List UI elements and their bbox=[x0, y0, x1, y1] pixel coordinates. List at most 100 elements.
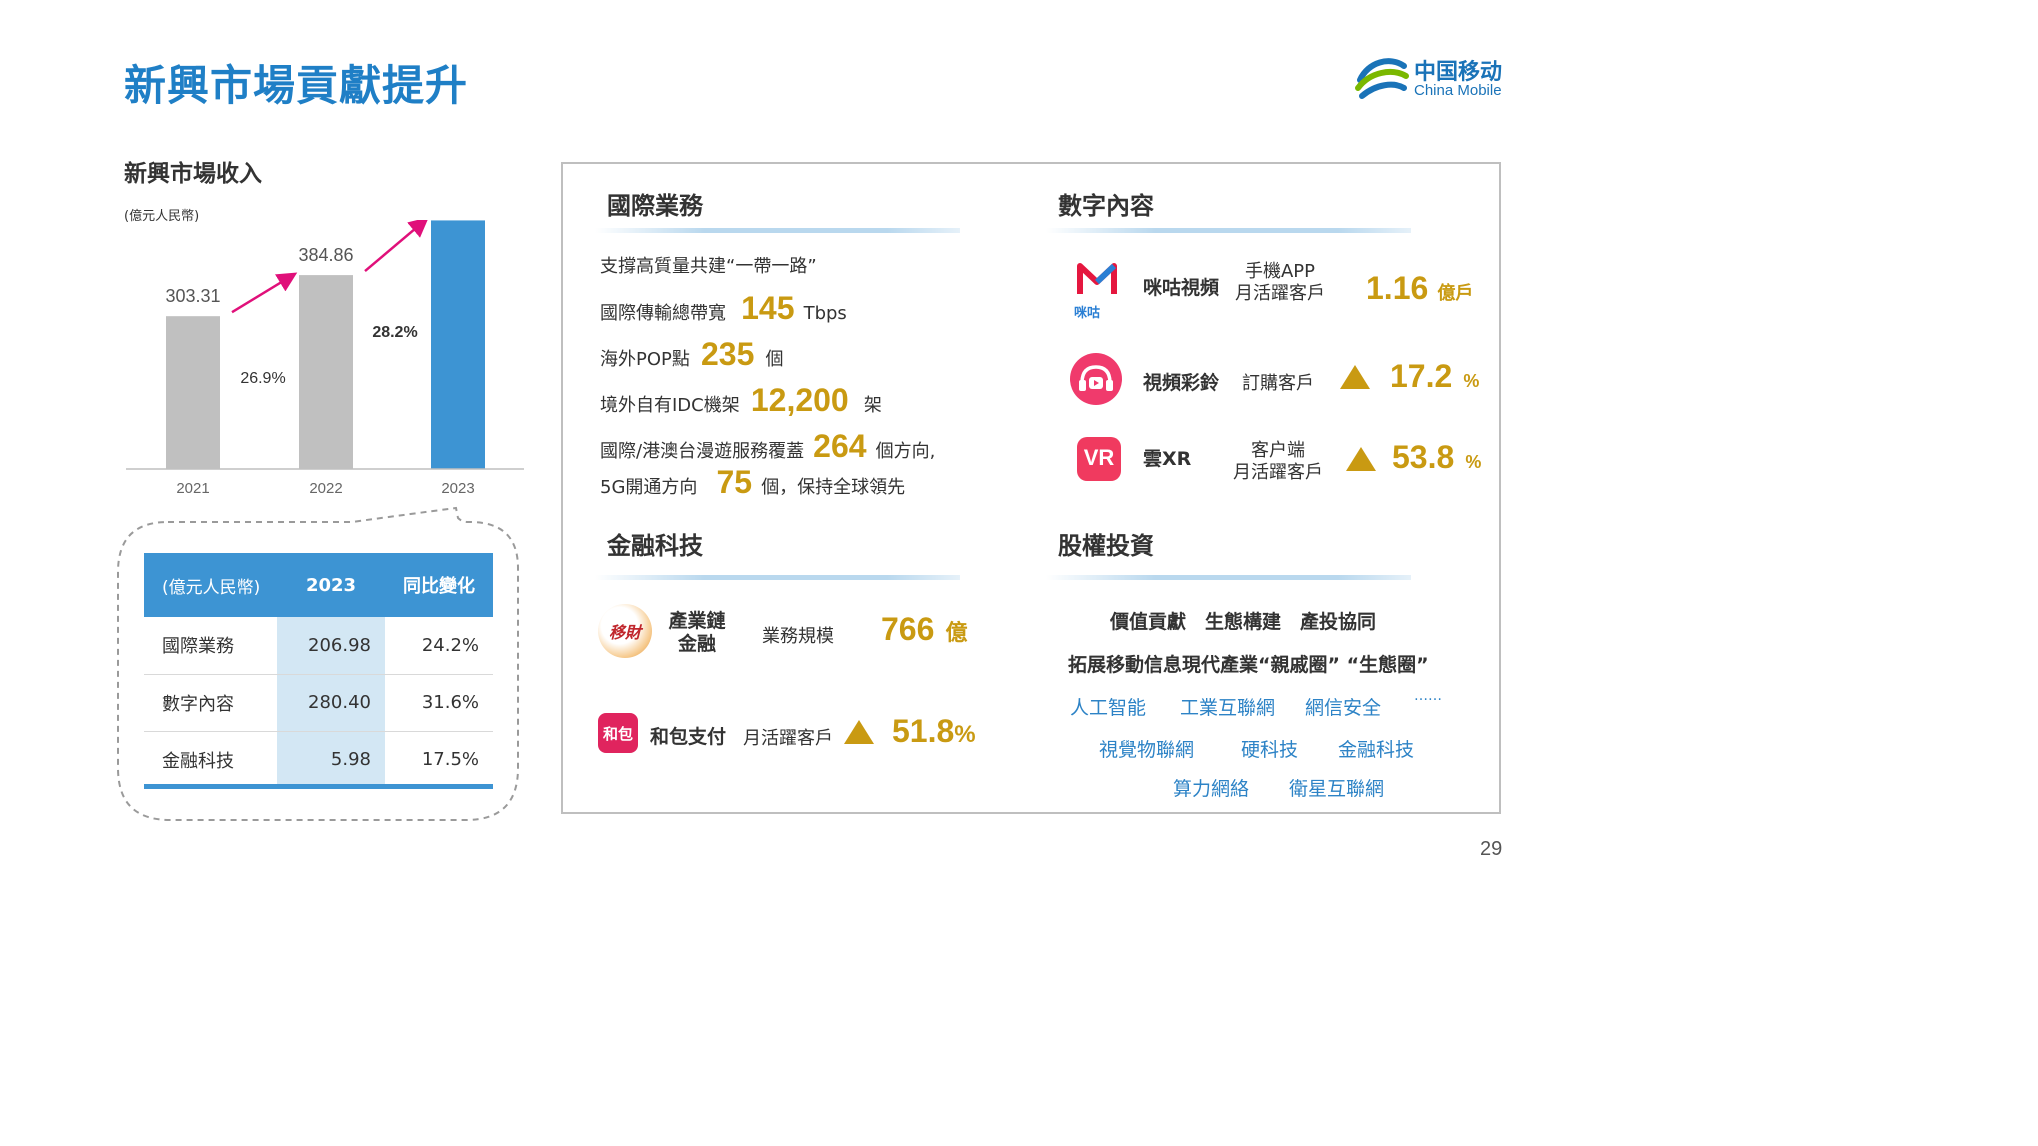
x-tick-label: 2023 bbox=[441, 480, 474, 497]
intl-pop-row: 海外POP點 235 個 bbox=[600, 336, 783, 373]
cloud-xr-logo: VR bbox=[1077, 437, 1121, 481]
cloud-xr-value: 53.8 bbox=[1392, 439, 1455, 475]
cloud-xr-logo-text: VR bbox=[1083, 445, 1115, 470]
china-mobile-logo: 中国移动 China Mobile bbox=[1354, 50, 1514, 106]
equity-tag: 視覺物聯網 bbox=[1099, 739, 1195, 761]
intl-5g-label: 5G開通方向 bbox=[600, 477, 698, 498]
intl-bandwidth-label: 國際傳輸總帶寬 bbox=[600, 303, 726, 324]
chart-unit: (億元人民幣) bbox=[124, 209, 200, 224]
intl-5g-unit: 個，保持全球領先 bbox=[761, 477, 906, 498]
growth-arrow bbox=[231, 272, 298, 314]
equity-tag-ellipsis: …… bbox=[1414, 688, 1442, 704]
bar-value-label: 303.31 bbox=[165, 286, 220, 306]
intl-roaming-row: 國際/港澳台漫遊服務覆蓋 264 個方向, bbox=[600, 428, 935, 465]
china-mobile-swirl-icon bbox=[1355, 58, 1409, 99]
supply-chain-finance-value-group: 766 億 bbox=[881, 611, 968, 648]
fintech-section-rule bbox=[595, 575, 960, 580]
emerging-markets-panel bbox=[561, 162, 1501, 814]
bar-2022 bbox=[299, 275, 353, 469]
migu-logo-text: 咪咕 bbox=[1074, 306, 1101, 321]
migu-m-icon bbox=[1077, 263, 1117, 294]
intl-bandwidth-value: 145 bbox=[741, 290, 795, 326]
intl-5g-value: 75 bbox=[716, 464, 753, 500]
headphone-play-icon bbox=[1079, 365, 1113, 391]
logo-text-en: China Mobile bbox=[1414, 82, 1502, 99]
equity-section-title: 股權投資 bbox=[1058, 532, 1154, 560]
migu-logo: 咪咕 bbox=[1072, 262, 1122, 322]
migu-metric-line2: 月活躍客戶 bbox=[1235, 283, 1325, 304]
row-name: 數字內容 bbox=[144, 674, 277, 732]
equity-section-rule bbox=[1046, 575, 1411, 580]
digital-section-rule bbox=[1046, 228, 1411, 233]
chart-title: 新興市場收入 bbox=[124, 161, 262, 187]
intl-roaming-label: 國際/港澳台漫遊服務覆蓋 bbox=[600, 441, 805, 462]
intl-roaming-value: 264 bbox=[813, 428, 867, 464]
growth-arrow bbox=[364, 220, 429, 273]
intl-idc-label: 境外自有IDC機架 bbox=[600, 395, 740, 416]
row-value: 280.40 bbox=[277, 674, 385, 732]
bar-value-label: 384.86 bbox=[298, 245, 353, 265]
equity-tag: 衛星互聯網 bbox=[1289, 778, 1385, 800]
x-tick-label: 2022 bbox=[309, 480, 342, 497]
intl-roaming-unit: 個方向, bbox=[875, 441, 936, 462]
supply-chain-finance-name: 產業鏈 金融 bbox=[664, 610, 730, 656]
row-name: 國際業務 bbox=[144, 617, 277, 675]
supply-chain-finance-logo-text: 移財 bbox=[608, 623, 641, 642]
intl-5g-row: 5G開通方向 75 個，保持全球領先 bbox=[600, 464, 905, 501]
video-ringtone-name: 視頻彩鈴 bbox=[1143, 372, 1220, 394]
table-header-year: 2023 bbox=[277, 553, 385, 617]
cloud-xr-metric-line1: 客户端 bbox=[1251, 440, 1305, 461]
supply-chain-finance-name-line1: 產業鏈 bbox=[668, 610, 726, 632]
intl-idc-row: 境外自有IDC機架 12,200 架 bbox=[600, 382, 882, 419]
up-triangle-icon bbox=[1340, 365, 1370, 389]
page-number: 29 bbox=[1480, 838, 1503, 860]
supply-chain-finance-metric: 業務規模 bbox=[762, 626, 834, 647]
table-header-row: (億元人民幣) 2023 同比變化 bbox=[144, 553, 493, 617]
video-ringtone-value: 17.2 bbox=[1390, 358, 1453, 394]
supply-chain-finance-name-line2: 金融 bbox=[677, 633, 716, 655]
page-title: 新興市場貢獻提升 bbox=[124, 61, 469, 110]
intl-pop-label: 海外POP點 bbox=[600, 349, 690, 370]
hebao-logo: 和包 bbox=[598, 713, 638, 753]
up-triangle-icon bbox=[844, 720, 874, 744]
logo-text-cn: 中国移动 bbox=[1414, 60, 1503, 85]
equity-tag: 算力網絡 bbox=[1173, 778, 1250, 800]
intl-pop-value: 235 bbox=[700, 336, 755, 372]
cloud-xr-metric: 客户端 月活躍客戶 bbox=[1226, 440, 1330, 484]
bar-2023 bbox=[431, 220, 485, 469]
row-value: 5.98 bbox=[277, 731, 385, 789]
equity-tag: 人工智能 bbox=[1070, 697, 1147, 719]
equity-line2: 拓展移動信息現代產業“親戚圈” “生態圈” bbox=[1068, 654, 1429, 676]
intl-section-title: 國際業務 bbox=[607, 192, 703, 220]
intl-bandwidth-unit: Tbps bbox=[803, 303, 847, 324]
table-row: 數字內容 280.40 31.6% bbox=[144, 674, 493, 732]
row-change: 17.5% bbox=[385, 731, 493, 789]
bar-2021 bbox=[166, 316, 220, 469]
video-ringtone-logo bbox=[1070, 353, 1122, 405]
supply-chain-finance-unit: 億 bbox=[945, 620, 968, 645]
hebao-unit: % bbox=[954, 721, 976, 748]
cloud-xr-unit: % bbox=[1465, 452, 1482, 472]
up-triangle-icon bbox=[1346, 447, 1376, 471]
table-header-unit: (億元人民幣) bbox=[144, 553, 277, 617]
migu-unit: 億戶 bbox=[1437, 283, 1474, 303]
migu-name: 咪咕視頻 bbox=[1143, 277, 1220, 299]
migu-value: 1.16 bbox=[1366, 270, 1429, 306]
table-header-change: 同比變化 bbox=[385, 553, 493, 617]
cloud-xr-name: 雲XR bbox=[1143, 448, 1192, 470]
migu-value-group: 1.16 億戶 bbox=[1366, 270, 1473, 307]
video-ringtone-unit: % bbox=[1463, 371, 1480, 391]
intl-section-rule bbox=[595, 228, 960, 233]
fintech-section-title: 金融科技 bbox=[607, 532, 703, 560]
migu-metric-line1: 手機APP bbox=[1244, 261, 1316, 282]
x-tick-label: 2021 bbox=[176, 480, 209, 497]
table-bottom-rule bbox=[144, 784, 493, 789]
growth-label: 26.9% bbox=[240, 370, 285, 387]
hebao-name: 和包支付 bbox=[650, 726, 727, 748]
equity-tag: 硬科技 bbox=[1241, 739, 1299, 761]
intl-belt-road: 支撐高質量共建“一帶一路” bbox=[600, 256, 817, 277]
cloud-xr-value-group: 53.8 % bbox=[1392, 439, 1481, 476]
table-row: 國際業務 206.98 24.2% bbox=[144, 617, 493, 675]
intl-bandwidth-row: 國際傳輸總帶寬 145 Tbps bbox=[600, 290, 847, 327]
supply-chain-finance-value: 766 bbox=[881, 611, 935, 647]
